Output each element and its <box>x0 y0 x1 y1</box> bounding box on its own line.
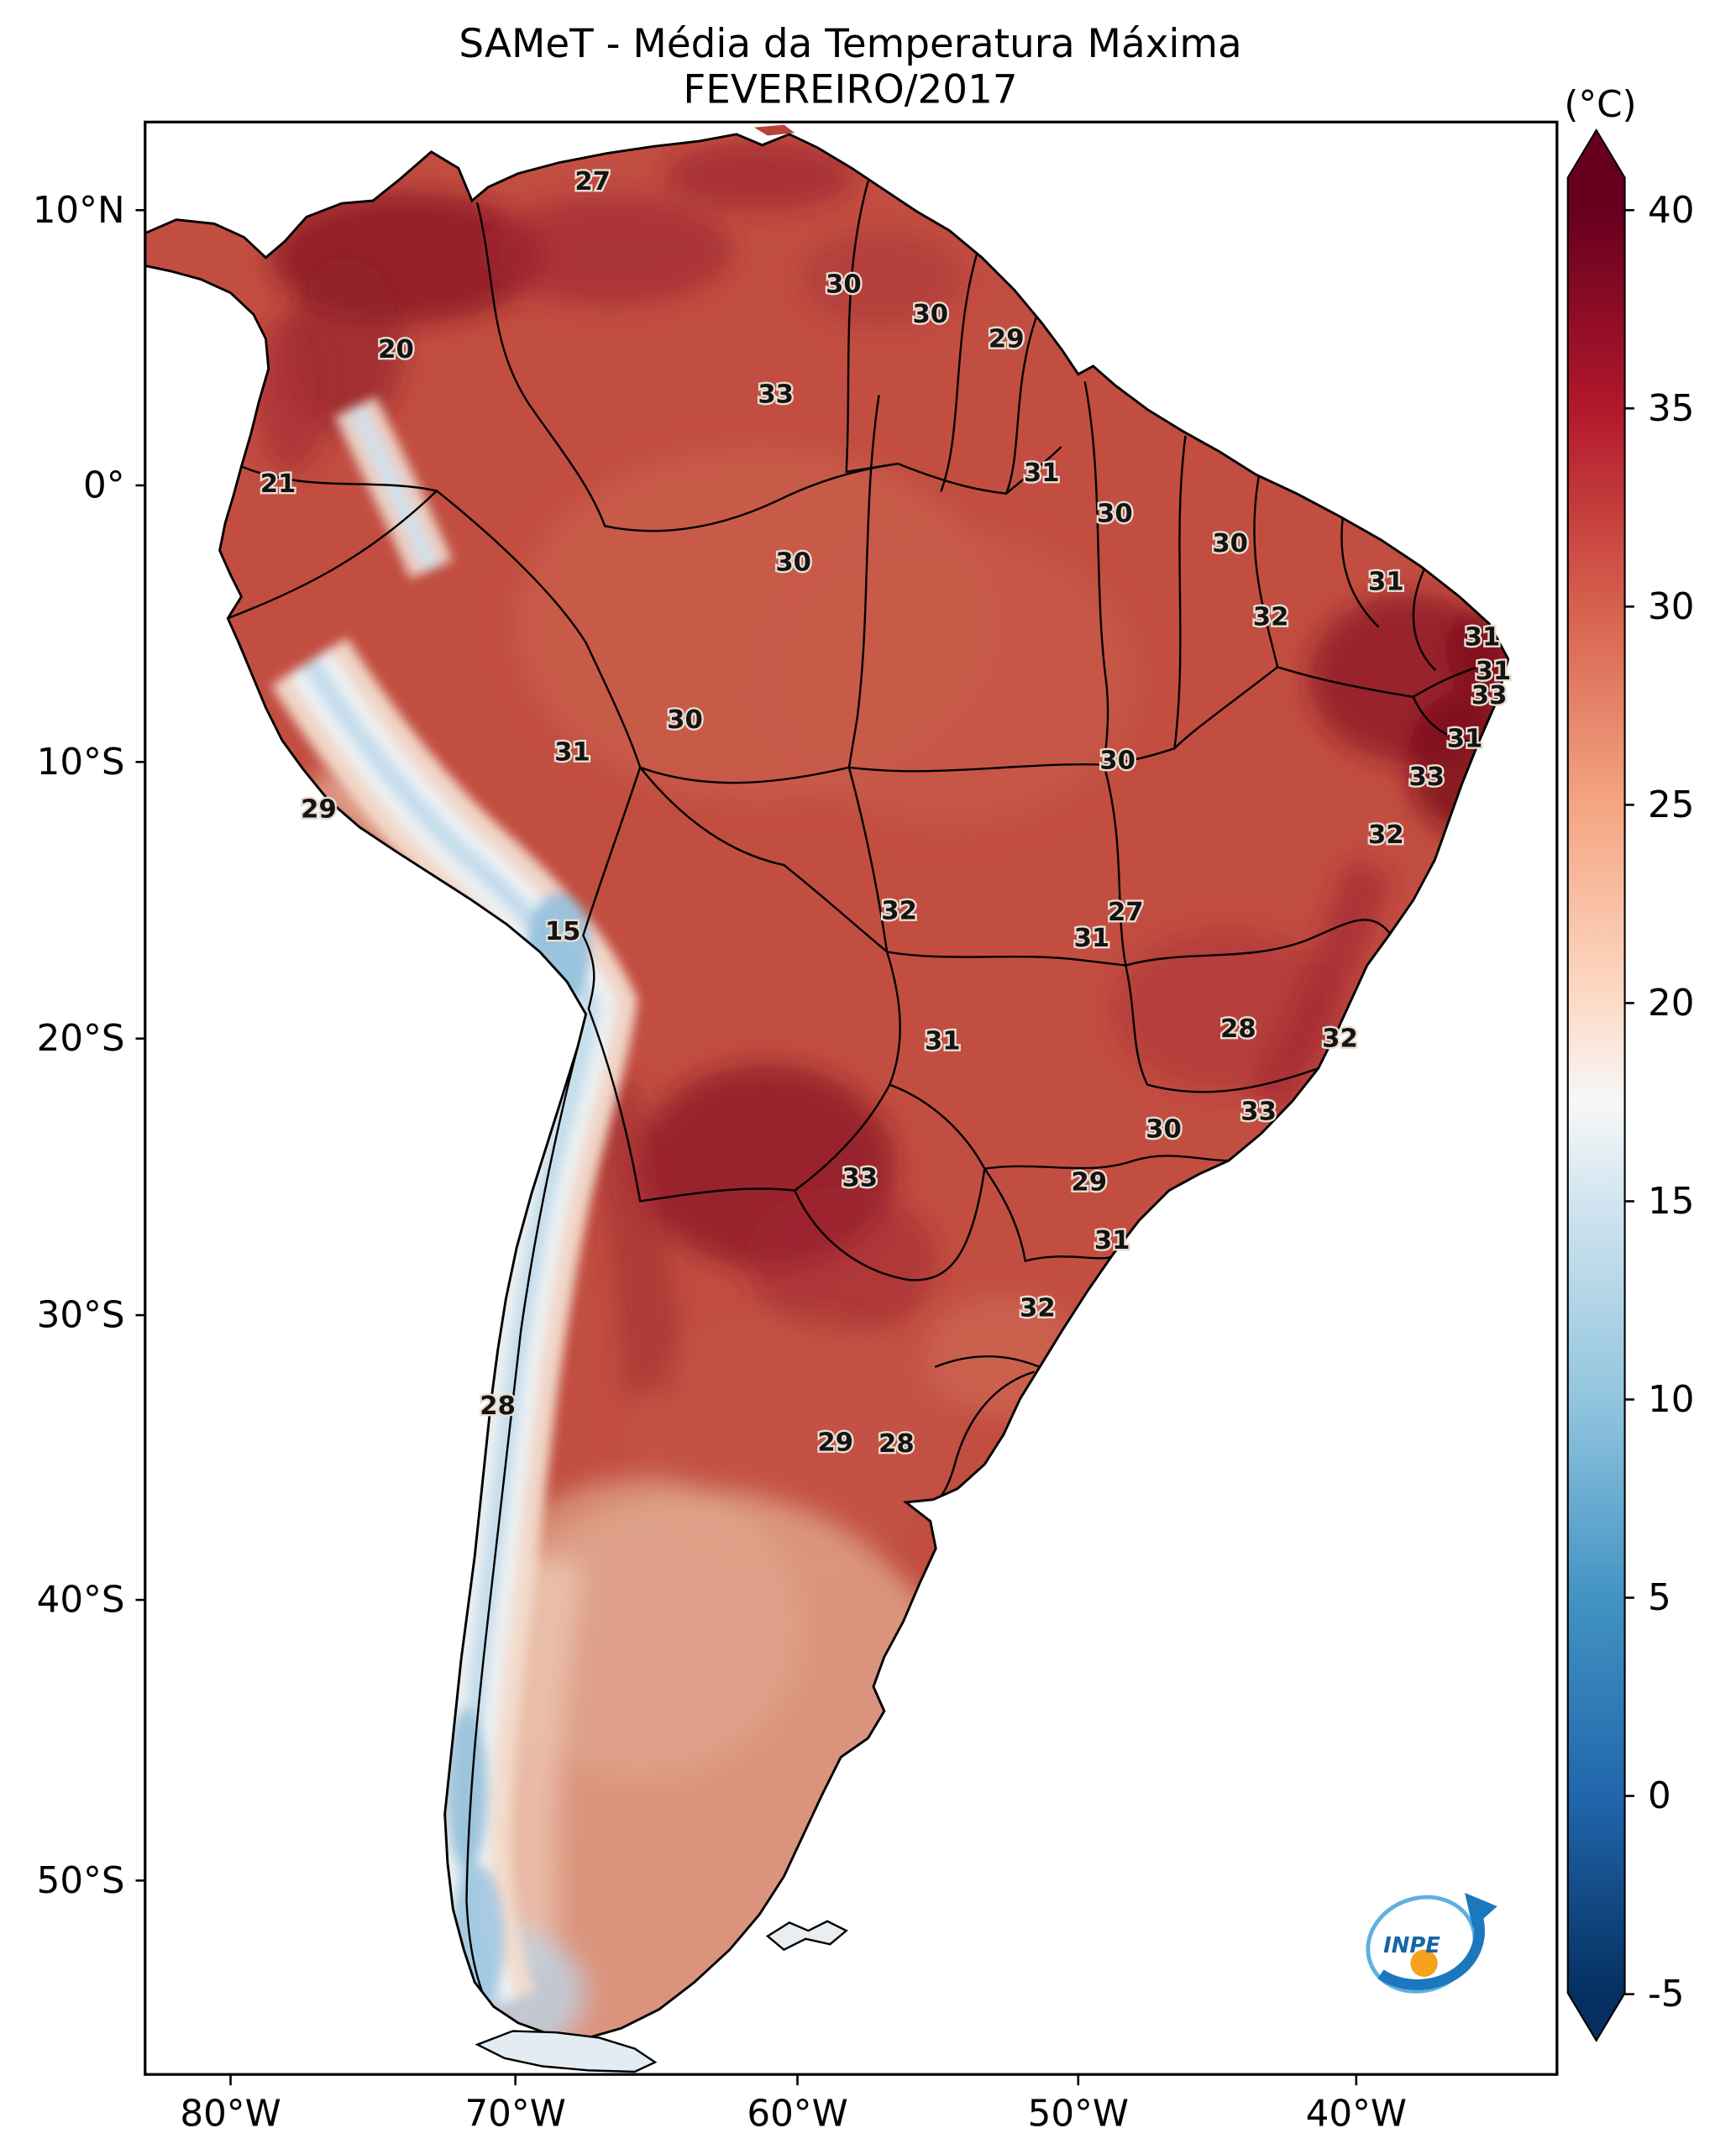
longitude-axis: 80°W 70°W 60°W 50°W 40°W <box>180 2074 1407 2136</box>
chart-title: SAMeT - Média da Temperatura Máxima <box>459 22 1241 67</box>
temperature-label: 21 <box>260 469 296 499</box>
colorbar-tick-labels: 40 35 30 25 20 15 10 5 0 -5 <box>1624 190 1694 2015</box>
temperature-label: 33 <box>758 380 794 410</box>
colorbar-tick-label: 5 <box>1648 1577 1671 1619</box>
temperature-label: 30 <box>775 548 811 578</box>
tierra-del-fuego-island <box>475 2030 658 2073</box>
temperature-label: 29 <box>1071 1168 1107 1198</box>
colorbar-tick-label: 25 <box>1648 784 1694 826</box>
temperature-label: 30 <box>1099 746 1135 775</box>
plot-frame <box>144 120 1559 2076</box>
colorbar-tick-label: 15 <box>1648 1181 1694 1223</box>
temperature-label: 31 <box>1368 567 1404 596</box>
caribbean-islet <box>753 124 795 136</box>
latitude-axis: 10°N 0° 10°S 20°S 30°S 40°S 50°S <box>33 190 145 1902</box>
temperature-label: 31 <box>1476 657 1512 686</box>
temperature-label: 28 <box>878 1429 915 1459</box>
colorbar-tick-label: 40 <box>1648 190 1694 232</box>
temperature-label: 32 <box>1322 1024 1358 1053</box>
temperature-label: 33 <box>842 1164 878 1193</box>
logo-dot <box>1410 1949 1438 1977</box>
colorbar-tick-label: 20 <box>1648 983 1694 1025</box>
temperature-label: 33 <box>1240 1098 1277 1127</box>
temperature-label: 32 <box>1020 1294 1056 1323</box>
temperature-label: 31 <box>1074 924 1110 953</box>
lon-tick-label: 70°W <box>464 2094 565 2136</box>
temperature-label: 30 <box>1097 500 1133 529</box>
political-borders <box>227 181 1508 2021</box>
temperature-label: 31 <box>1447 725 1483 754</box>
temperature-label: 31 <box>554 738 590 768</box>
temperature-label: 32 <box>1253 602 1289 632</box>
lat-tick-label: 20°S <box>37 1018 125 1060</box>
chart-subtitle: FEVEREIRO/2017 <box>683 68 1017 113</box>
temperature-label: 31 <box>1094 1226 1130 1255</box>
inpe-logo: INPE <box>1366 1892 1497 1994</box>
lat-tick-label: 10°N <box>33 190 125 232</box>
lat-tick-label: 50°S <box>37 1860 125 1902</box>
logo-arrow-icon <box>1377 1918 1486 1990</box>
temperature-label: 20 <box>378 335 414 364</box>
temperature-label: 30 <box>1212 529 1248 558</box>
colorbar-tick-label: 35 <box>1648 388 1694 430</box>
temperature-label: 29 <box>301 795 337 825</box>
temperature-label: 31 <box>1465 623 1501 653</box>
temperature-label: 31 <box>925 1027 961 1056</box>
temperature-label: 29 <box>817 1428 853 1458</box>
temperature-label: 32 <box>1368 820 1404 850</box>
small-island <box>765 1920 848 1952</box>
lat-tick-label: 40°S <box>37 1580 125 1622</box>
temperature-label: 30 <box>667 705 703 735</box>
colorbar: (°C) 40 35 30 25 20 15 10 5 0 -5 <box>1564 84 1694 2042</box>
temperature-label: 27 <box>1108 898 1144 927</box>
colorbar-tick-label: 30 <box>1648 586 1694 628</box>
colorbar-tick-label: 10 <box>1648 1379 1694 1421</box>
temperature-label: 33 <box>1408 763 1445 792</box>
temperature-label: 29 <box>989 324 1025 354</box>
colorbar-unit-label: (°C) <box>1564 84 1636 126</box>
lon-tick-label: 40°W <box>1306 2094 1407 2136</box>
temperature-label: 30 <box>912 300 948 329</box>
colorbar-gradient-bar <box>1566 128 1626 2042</box>
temperature-label: 30 <box>1146 1115 1182 1145</box>
logo-arrowhead-icon <box>1465 1892 1497 1928</box>
temperature-label: 28 <box>1220 1014 1256 1044</box>
temperature-label: 32 <box>881 897 917 926</box>
lat-tick-label: 0° <box>83 465 125 507</box>
colorbar-tick-label: 0 <box>1648 1775 1671 1817</box>
temperature-label: 27 <box>574 167 611 197</box>
temperature-label: 30 <box>826 270 862 300</box>
temperature-label: 15 <box>545 917 581 946</box>
lon-tick-label: 60°W <box>747 2094 847 2136</box>
map-plot-area <box>144 124 1510 2073</box>
logo-text: INPE <box>1383 1933 1440 1958</box>
temperature-label: 28 <box>480 1392 516 1421</box>
lat-tick-label: 10°S <box>37 742 125 784</box>
lon-tick-label: 50°W <box>1028 2094 1129 2136</box>
colorbar-tick-label: -5 <box>1648 1973 1684 2015</box>
lon-tick-label: 80°W <box>180 2094 281 2136</box>
temperature-label: 33 <box>1471 681 1508 710</box>
lat-tick-label: 30°S <box>37 1295 125 1337</box>
temperature-label: 31 <box>1024 459 1060 488</box>
